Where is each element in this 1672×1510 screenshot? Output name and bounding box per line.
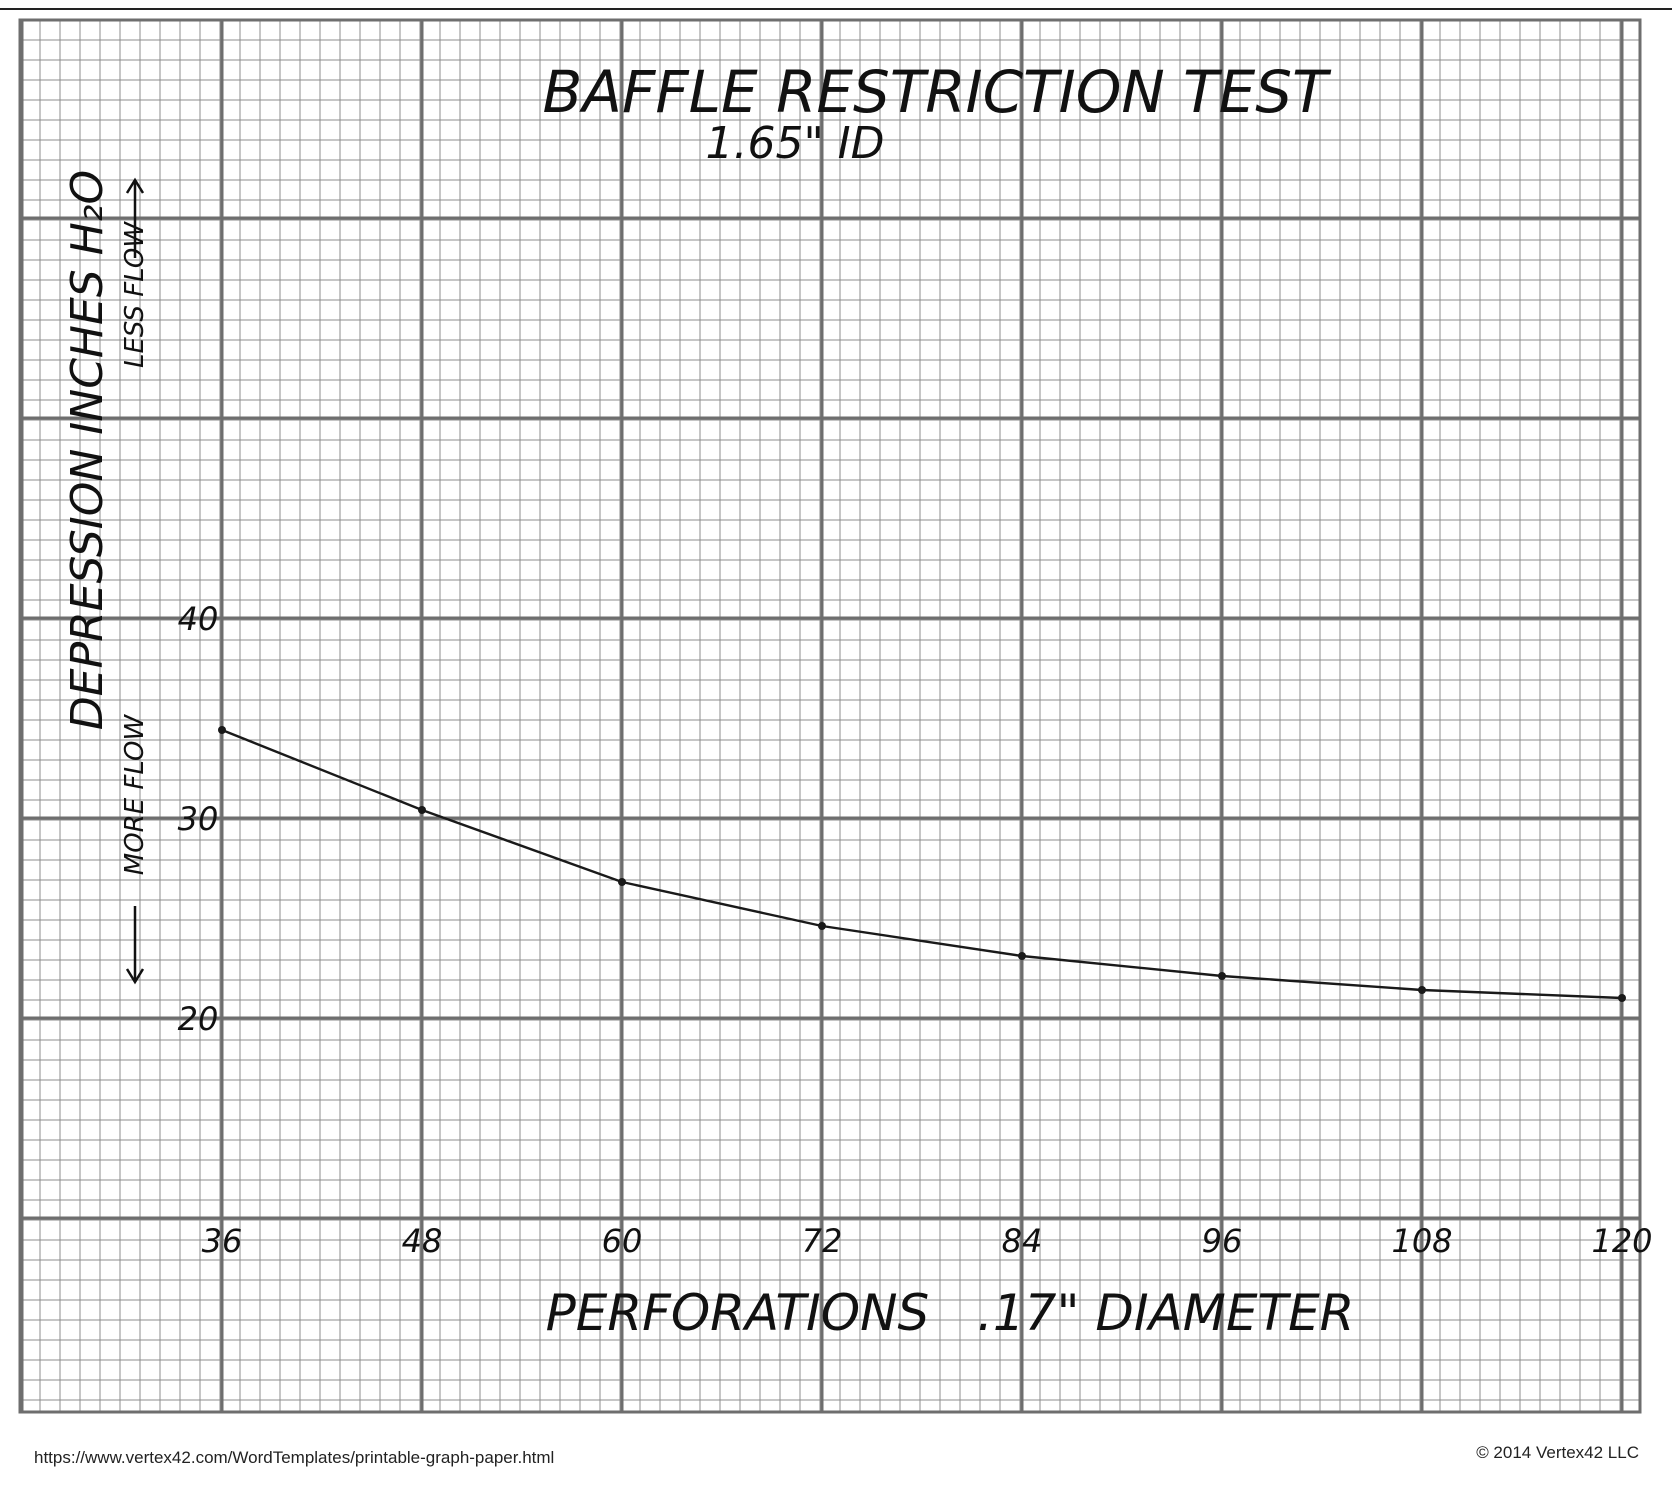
series-line bbox=[221, 728, 1623, 1000]
chart: 36 48 60 72 84 96 108 120 20 30 40 BAFFLE RESTRICT… bbox=[18, 18, 1653, 1414]
data-point bbox=[418, 806, 426, 814]
graph-paper-grid bbox=[18, 18, 1642, 1414]
chart-title: BAFFLE RESTRICTION TEST bbox=[542, 58, 1332, 126]
data-point bbox=[1218, 972, 1226, 980]
y-tick-label: 20 bbox=[178, 1000, 219, 1038]
x-tick-label: 72 bbox=[802, 1222, 843, 1260]
tick-labels: 36 48 60 72 84 96 108 120 20 30 40 bbox=[178, 600, 1653, 1260]
x-tick-label: 84 bbox=[1002, 1222, 1043, 1260]
x-tick-label: 36 bbox=[202, 1222, 243, 1260]
data-point bbox=[618, 878, 626, 886]
x-tick-label: 96 bbox=[1202, 1222, 1243, 1260]
less-flow-arrow bbox=[125, 177, 145, 258]
data-point bbox=[1418, 986, 1426, 994]
y-tick-label: 40 bbox=[178, 600, 219, 638]
x-axis-label: PERFORATIONS .17" DIAMETER bbox=[546, 1284, 1355, 1342]
chart-subtitle: 1.65" ID bbox=[705, 118, 884, 169]
data-point bbox=[218, 726, 226, 734]
x-tick-label: 48 bbox=[402, 1222, 443, 1260]
x-tick-label: 60 bbox=[602, 1222, 643, 1260]
y-axis-label: DEPRESSION INCHES H₂O bbox=[62, 170, 113, 730]
data-points bbox=[218, 726, 1626, 1002]
page-top-rule bbox=[0, 8, 1672, 10]
y-tick-label: 30 bbox=[178, 800, 219, 838]
data-point bbox=[1018, 952, 1026, 960]
footer-copyright: © 2014 Vertex42 LLC bbox=[1476, 1443, 1639, 1462]
graph-paper-border bbox=[18, 18, 1642, 1414]
data-point bbox=[1618, 994, 1626, 1002]
x-tick-label: 120 bbox=[1591, 1222, 1652, 1260]
x-tick-label: 108 bbox=[1391, 1222, 1452, 1260]
footer-url: https://www.vertex42.com/WordTemplates/p… bbox=[34, 1448, 555, 1467]
more-flow-arrow bbox=[125, 906, 145, 985]
data-point bbox=[818, 922, 826, 930]
more-flow-annotation: MORE FLOW bbox=[120, 713, 150, 875]
